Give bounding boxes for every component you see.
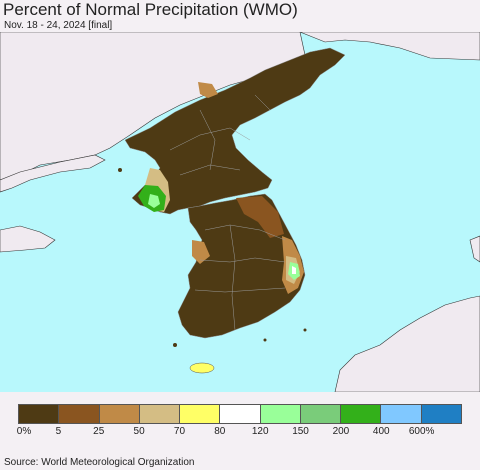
legend-swatch xyxy=(260,405,301,423)
legend-ticks: 0% 5 25 50 70 80 120 150 200 400 600% xyxy=(0,426,480,440)
russia-land xyxy=(299,32,480,61)
legend-tick-label: 80 xyxy=(214,426,226,437)
legend-tick-label: 0% xyxy=(16,426,32,437)
japan-land xyxy=(334,295,480,392)
legend-swatch xyxy=(139,405,181,423)
legend-tick-label: 25 xyxy=(93,426,105,437)
island xyxy=(118,168,122,172)
jeju-island xyxy=(189,362,215,374)
source-credit: Source: World Meteorological Organizatio… xyxy=(4,457,195,468)
shandong-peninsula xyxy=(0,225,56,253)
legend-swatch xyxy=(19,405,60,423)
legend-tick-label: 5 xyxy=(55,426,62,437)
legend-tick-label: 150 xyxy=(292,426,309,437)
legend-tick-label: 70 xyxy=(173,426,186,437)
legend-tick-label: 200 xyxy=(332,426,350,437)
northeast-tan xyxy=(198,82,218,98)
page-title: Percent of Normal Precipitation (WMO) xyxy=(3,0,298,19)
legend-swatch xyxy=(220,405,261,423)
legend-swatch xyxy=(421,405,461,423)
legend-tick-label: 50 xyxy=(133,426,145,437)
legend-colorbar xyxy=(18,404,462,424)
legend-swatch xyxy=(99,405,140,423)
legend-swatch xyxy=(381,405,422,423)
west-coast-lightgreen xyxy=(148,194,160,208)
legend-tick-label: 600% xyxy=(408,426,435,437)
west-south-brown xyxy=(192,240,210,264)
island xyxy=(173,343,177,347)
legend-swatch xyxy=(300,405,342,423)
legend-swatch xyxy=(59,405,100,423)
island xyxy=(303,328,307,332)
legend-swatch xyxy=(180,405,221,423)
precipitation-map xyxy=(0,32,480,392)
legend-swatch xyxy=(341,405,382,423)
central-brown xyxy=(236,196,284,238)
east-coast-white xyxy=(292,266,296,274)
legend-tick-label: 120 xyxy=(251,426,269,437)
province-borders xyxy=(169,94,286,331)
japan-island xyxy=(469,235,480,263)
date-range: Nov. 18 - 24, 2024 [final] xyxy=(4,20,113,31)
legend-tick-label: 400 xyxy=(372,426,390,437)
island xyxy=(263,338,267,342)
liaodong-peninsula xyxy=(0,154,106,193)
